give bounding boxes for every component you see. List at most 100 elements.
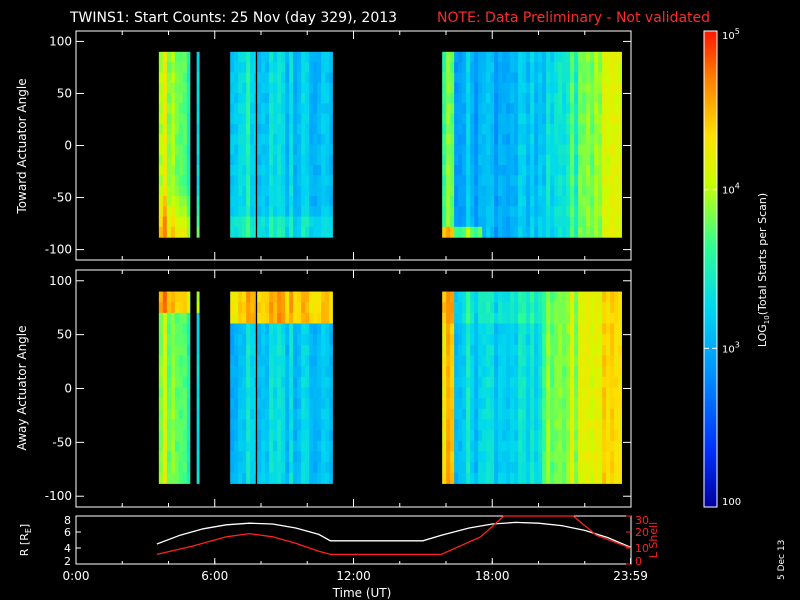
heat-cell [466, 113, 471, 125]
heat-cell [606, 355, 611, 367]
heat-cell [230, 123, 235, 135]
heat-cell [281, 165, 286, 176]
heat-cell [261, 175, 266, 187]
heat-cell [618, 113, 622, 125]
y-tick-label: 50 [57, 86, 72, 100]
heat-cell [558, 419, 563, 431]
heat-cell [486, 344, 491, 357]
heat-cell [242, 461, 247, 474]
heat-cell [482, 113, 487, 125]
heat-cell [442, 430, 447, 442]
heat-cell [246, 334, 251, 346]
heat-cell [598, 451, 603, 463]
heat-cell [285, 103, 290, 115]
heat-cell [196, 62, 200, 73]
heat-cell [494, 408, 499, 420]
heat-cell [250, 430, 255, 442]
heat-cell [242, 165, 247, 176]
heat-cell [606, 103, 611, 115]
heat-cell [498, 461, 503, 474]
heat-cell [594, 366, 599, 378]
heat-cell [289, 419, 294, 431]
heat-cell [265, 344, 270, 357]
heat-cell [506, 334, 511, 346]
heat-cell [530, 344, 535, 357]
heat-cell [466, 103, 471, 115]
heat-cell [250, 419, 255, 431]
heat-cell [162, 82, 168, 94]
heat-cell [598, 123, 603, 135]
heat-cell [182, 175, 188, 187]
heat-cell [297, 226, 302, 238]
heat-cell [494, 175, 499, 187]
heat-cell [261, 376, 266, 389]
heat-cell [325, 398, 330, 410]
heat-cell [490, 144, 495, 156]
heat-cell [618, 165, 622, 176]
heat-cell [582, 51, 587, 63]
heat-cell [542, 103, 547, 115]
heat-cell [446, 302, 451, 314]
heat-cell [309, 144, 314, 156]
heat-cell [590, 451, 595, 463]
heat-cell [242, 144, 247, 156]
heat-cell [526, 344, 531, 357]
heat-cell [582, 387, 587, 399]
heat-cell [478, 472, 483, 484]
heat-cell [538, 366, 543, 378]
heat-cell [586, 398, 591, 410]
heat-cell [442, 323, 447, 335]
heat-cell [454, 165, 459, 176]
heat-cell [186, 82, 191, 94]
heat-cell [230, 72, 235, 84]
heat-cell [462, 62, 467, 73]
heat-cell [301, 62, 306, 73]
heat-cell [514, 72, 519, 84]
heat-cell [293, 376, 298, 389]
heat-cell [269, 291, 274, 303]
heat-cell [610, 355, 615, 367]
heat-cell [196, 82, 200, 94]
heat-cell [590, 165, 595, 176]
heat-cell [458, 165, 463, 176]
heat-cell [618, 123, 622, 135]
heat-cell [610, 398, 615, 410]
heat-cell [594, 123, 599, 135]
heat-cell [602, 92, 607, 104]
heat-cell [277, 472, 282, 484]
heat-cell [242, 72, 247, 84]
heat-cell [265, 387, 270, 399]
heat-cell [570, 195, 575, 207]
heat-cell [574, 461, 579, 474]
heat-cell [297, 440, 302, 452]
heat-cell [269, 92, 274, 104]
heat-cell [234, 387, 239, 399]
heat-cell [301, 334, 306, 346]
heat-cell [590, 291, 595, 303]
heat-cell [325, 461, 330, 474]
heat-cell [454, 419, 459, 431]
heat-cell [246, 472, 251, 484]
heat-cell [530, 62, 535, 73]
heat-cell [510, 123, 515, 135]
heat-cell [530, 216, 535, 228]
heat-cell [317, 175, 322, 187]
heat-cell [606, 226, 611, 238]
heat-cell [454, 355, 459, 367]
heat-cell [510, 226, 515, 238]
heat-cell [546, 472, 551, 484]
heat-cell [570, 366, 575, 378]
heat-cell [158, 144, 164, 156]
heat-cell [522, 103, 527, 115]
heat-cell [558, 312, 563, 325]
heat-cell [186, 123, 191, 135]
heat-cell [530, 398, 535, 410]
heat-cell [442, 72, 447, 84]
heat-cell [518, 195, 523, 207]
heat-cell [522, 62, 527, 73]
heat-cell [450, 408, 455, 420]
heat-cell [277, 419, 282, 431]
heat-cell [538, 144, 543, 156]
heat-cell [530, 92, 535, 104]
heat-cell [166, 165, 172, 176]
